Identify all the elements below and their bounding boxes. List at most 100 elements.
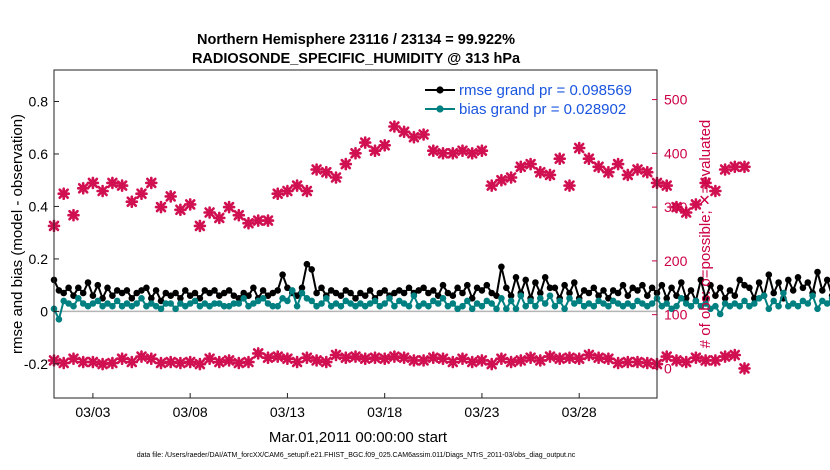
bias-point [99,302,106,310]
obs-count-mark [222,200,236,214]
bias-point [712,302,719,310]
obs-count-point [504,355,518,369]
obs-count-point [738,362,751,375]
rmse-point [376,289,384,297]
bias-point [507,297,515,305]
obs-count-point [242,216,255,230]
bias-point [663,300,670,307]
obs-count-point [602,165,615,179]
bias-point [468,305,476,313]
rmse-point [799,284,807,292]
bias-point [347,300,354,307]
bias-point [751,300,758,307]
obs-count-mark [689,351,703,365]
bias-point [609,297,617,305]
rmse-point [113,287,121,294]
rmse-point [721,295,729,302]
obs-count-point [718,350,732,363]
obs-count-mark [621,355,635,369]
rmse-point [697,276,705,284]
obs-count-point [689,198,703,211]
rmse-point [216,292,223,300]
obs-count-point [378,139,392,152]
obs-count-point [485,179,499,192]
obs-count-point [582,348,596,362]
obs-count-mark [339,157,353,171]
obs-count-point [485,357,499,371]
obs-count-mark [728,160,742,174]
obs-count-point [125,195,139,208]
rmse-point [162,289,170,297]
obs-count-mark [349,147,362,160]
obs-count-point [358,136,372,149]
x-tick-label: 03/28 [562,404,597,420]
obs-count-mark [281,184,294,198]
obs-count-point [300,184,314,198]
obs-count-mark [378,139,392,152]
obs-count-point [261,351,275,365]
bias-point [488,300,496,307]
bias-point [721,300,729,307]
bias-point [444,302,452,310]
obs-count-mark [242,216,255,230]
obs-count-mark [514,160,528,174]
obs-count-point [475,354,489,367]
bias-point [206,302,213,310]
rmse-point [75,284,82,292]
y-left-tick-label: -0.2 [24,356,48,372]
bias-point [692,297,700,305]
rmse-point [498,263,505,271]
obs-count-point [426,351,440,365]
bias-point [172,305,179,313]
rmse-point [94,281,102,289]
obs-count-mark [213,355,226,369]
bias-point [639,300,646,307]
obs-count-mark [222,354,236,367]
legend-bias-label: bias grand pr = 0.028902 [459,101,626,118]
obs-count-point [232,208,246,222]
rmse-point [546,284,554,292]
obs-count-mark [563,351,576,365]
obs-count-point [426,144,440,157]
rmse-point [746,284,753,292]
obs-count-mark [543,350,557,363]
rmse-point [726,287,734,294]
bias-point [201,300,209,307]
obs-count-point [290,355,304,369]
obs-count-point [709,184,722,198]
obs-count-mark [145,352,158,366]
obs-count-mark [125,195,139,208]
rmse-point [279,271,286,279]
obs-count-point [699,176,712,190]
obs-count-mark [572,141,586,155]
rmse-point [391,289,398,297]
obs-count-point [514,160,528,174]
rmse-point [79,289,87,297]
obs-count-point [125,355,139,369]
obs-count-point [368,351,382,365]
obs-count-point [592,351,605,365]
obs-count-point [222,200,236,214]
bias-point [648,300,656,307]
rmse-point [308,266,316,273]
obs-count-point [145,352,158,366]
obs-count-point [553,352,567,366]
obs-count-point [86,176,100,190]
obs-count-mark [592,351,605,365]
y-left-tick-label: 0 [40,303,48,319]
obs-count-mark [329,348,343,362]
axes-layer: -0.2 0 0.2 0.4 0.6 0.8 0 100 200 300 400 500 03/03 03… [24,92,688,420]
rmse-point [464,281,471,289]
bias-point [225,302,233,310]
y-right-tick-label: 0 [664,360,672,376]
bias-point [697,302,705,310]
obs-count-point [397,351,411,365]
rmse-point [488,289,496,297]
bias-point [371,297,379,305]
bias-point [220,302,228,310]
rmse-point [284,284,291,292]
obs-count-point [679,206,693,219]
bias-point [133,300,140,307]
y-right-tick-label: 500 [664,92,688,108]
obs-count-mark [242,355,255,369]
